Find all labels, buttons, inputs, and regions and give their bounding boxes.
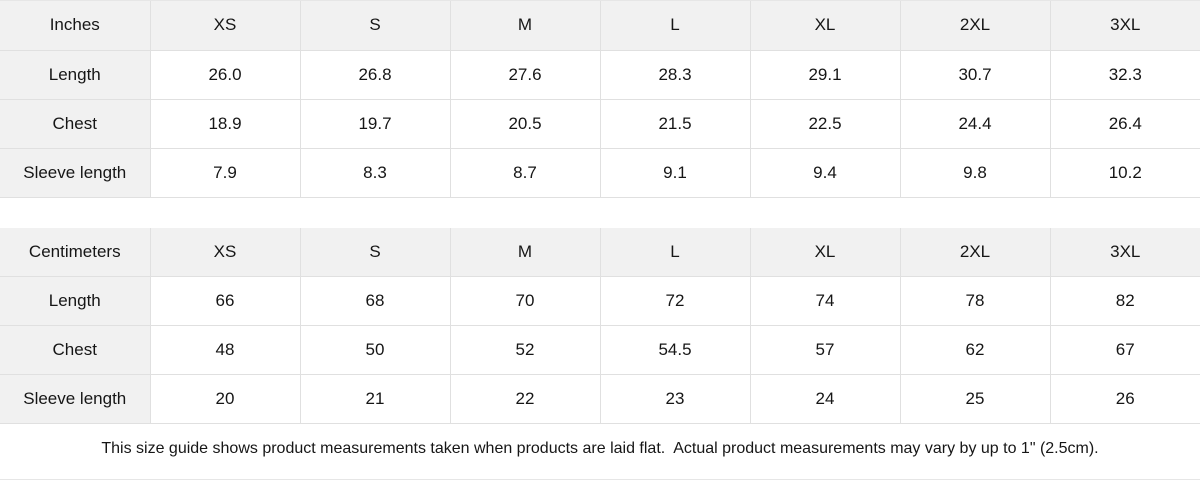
measurement-value: 25 <box>899 374 1051 424</box>
size-column-header: XL <box>749 1 901 51</box>
size-column-header: 3XL <box>1049 1 1200 51</box>
measurement-value: 57 <box>749 325 901 375</box>
measurement-value: 8.3 <box>299 147 451 198</box>
table-header-row: Inches XS S M L XL 2XL 3XL <box>0 1 1200 51</box>
measurement-value: 7.9 <box>149 147 301 198</box>
table-header-row: Centimeters XS S M L XL 2XL 3XL <box>0 227 1200 277</box>
table-row: Length 26.0 26.8 27.6 28.3 29.1 30.7 32.… <box>0 49 1200 100</box>
measurement-value: 52 <box>449 325 601 375</box>
size-column-header: XL <box>749 227 901 277</box>
measurement-value: 8.7 <box>449 147 601 198</box>
row-label: Sleeve length <box>0 374 151 424</box>
size-column-header: 2XL <box>899 1 1051 51</box>
table-row: Length 66 68 70 72 74 78 82 <box>0 276 1200 326</box>
table-row: Sleeve length 20 21 22 23 24 25 26 <box>0 374 1200 424</box>
measurement-value: 10.2 <box>1049 147 1200 198</box>
measurement-value: 62 <box>899 325 1051 375</box>
measurement-value: 27.6 <box>449 49 601 100</box>
measurement-value: 78 <box>899 276 1051 326</box>
measurement-value: 9.8 <box>899 147 1051 198</box>
size-column-header: L <box>599 227 751 277</box>
measurement-value: 68 <box>299 276 451 326</box>
measurement-value: 82 <box>1049 276 1200 326</box>
row-label: Sleeve length <box>0 147 151 198</box>
measurement-value: 26.0 <box>149 49 301 100</box>
size-column-header: XS <box>149 227 301 277</box>
measurement-value: 20.5 <box>449 98 601 149</box>
size-column-header: L <box>599 1 751 51</box>
table-row: Sleeve length 7.9 8.3 8.7 9.1 9.4 9.8 10… <box>0 147 1200 198</box>
measurement-value: 32.3 <box>1049 49 1200 100</box>
size-column-header: S <box>299 1 451 51</box>
unit-header: Inches <box>0 1 151 51</box>
size-column-header: 2XL <box>899 227 1051 277</box>
measurement-value: 19.7 <box>299 98 451 149</box>
measurement-value: 70 <box>449 276 601 326</box>
measurement-value: 24 <box>749 374 901 424</box>
size-column-header: M <box>449 227 601 277</box>
measurement-value: 74 <box>749 276 901 326</box>
measurement-value: 23 <box>599 374 751 424</box>
measurement-value: 18.9 <box>149 98 301 149</box>
row-label: Length <box>0 276 151 326</box>
table-spacer <box>0 197 1200 228</box>
measurement-value: 24.4 <box>899 98 1051 149</box>
row-label: Chest <box>0 325 151 375</box>
size-guide-disclaimer: This size guide shows product measuremen… <box>0 424 1200 473</box>
measurement-value: 50 <box>299 325 451 375</box>
inches-size-table: Inches XS S M L XL 2XL 3XL Length 26.0 2… <box>0 1 1200 198</box>
measurement-value: 28.3 <box>599 49 751 100</box>
measurement-value: 26 <box>1049 374 1200 424</box>
measurement-value: 30.7 <box>899 49 1051 100</box>
measurement-value: 22.5 <box>749 98 901 149</box>
size-column-header: XS <box>149 1 301 51</box>
measurement-value: 26.8 <box>299 49 451 100</box>
measurement-value: 67 <box>1049 325 1200 375</box>
measurement-value: 48 <box>149 325 301 375</box>
unit-header: Centimeters <box>0 227 151 277</box>
measurement-value: 21 <box>299 374 451 424</box>
measurement-value: 9.4 <box>749 147 901 198</box>
measurement-value: 21.5 <box>599 98 751 149</box>
measurement-value: 26.4 <box>1049 98 1200 149</box>
measurement-value: 9.1 <box>599 147 751 198</box>
measurement-value: 66 <box>149 276 301 326</box>
measurement-value: 22 <box>449 374 601 424</box>
size-column-header: 3XL <box>1049 227 1200 277</box>
measurement-value: 29.1 <box>749 49 901 100</box>
size-column-header: M <box>449 1 601 51</box>
table-row: Chest 18.9 19.7 20.5 21.5 22.5 24.4 26.4 <box>0 98 1200 149</box>
centimeters-size-table: Centimeters XS S M L XL 2XL 3XL Length 6… <box>0 227 1200 424</box>
measurement-value: 20 <box>149 374 301 424</box>
size-column-header: S <box>299 227 451 277</box>
measurement-value: 72 <box>599 276 751 326</box>
measurement-value: 54.5 <box>599 325 751 375</box>
row-label: Chest <box>0 98 151 149</box>
table-row: Chest 48 50 52 54.5 57 62 67 <box>0 325 1200 375</box>
row-label: Length <box>0 49 151 100</box>
